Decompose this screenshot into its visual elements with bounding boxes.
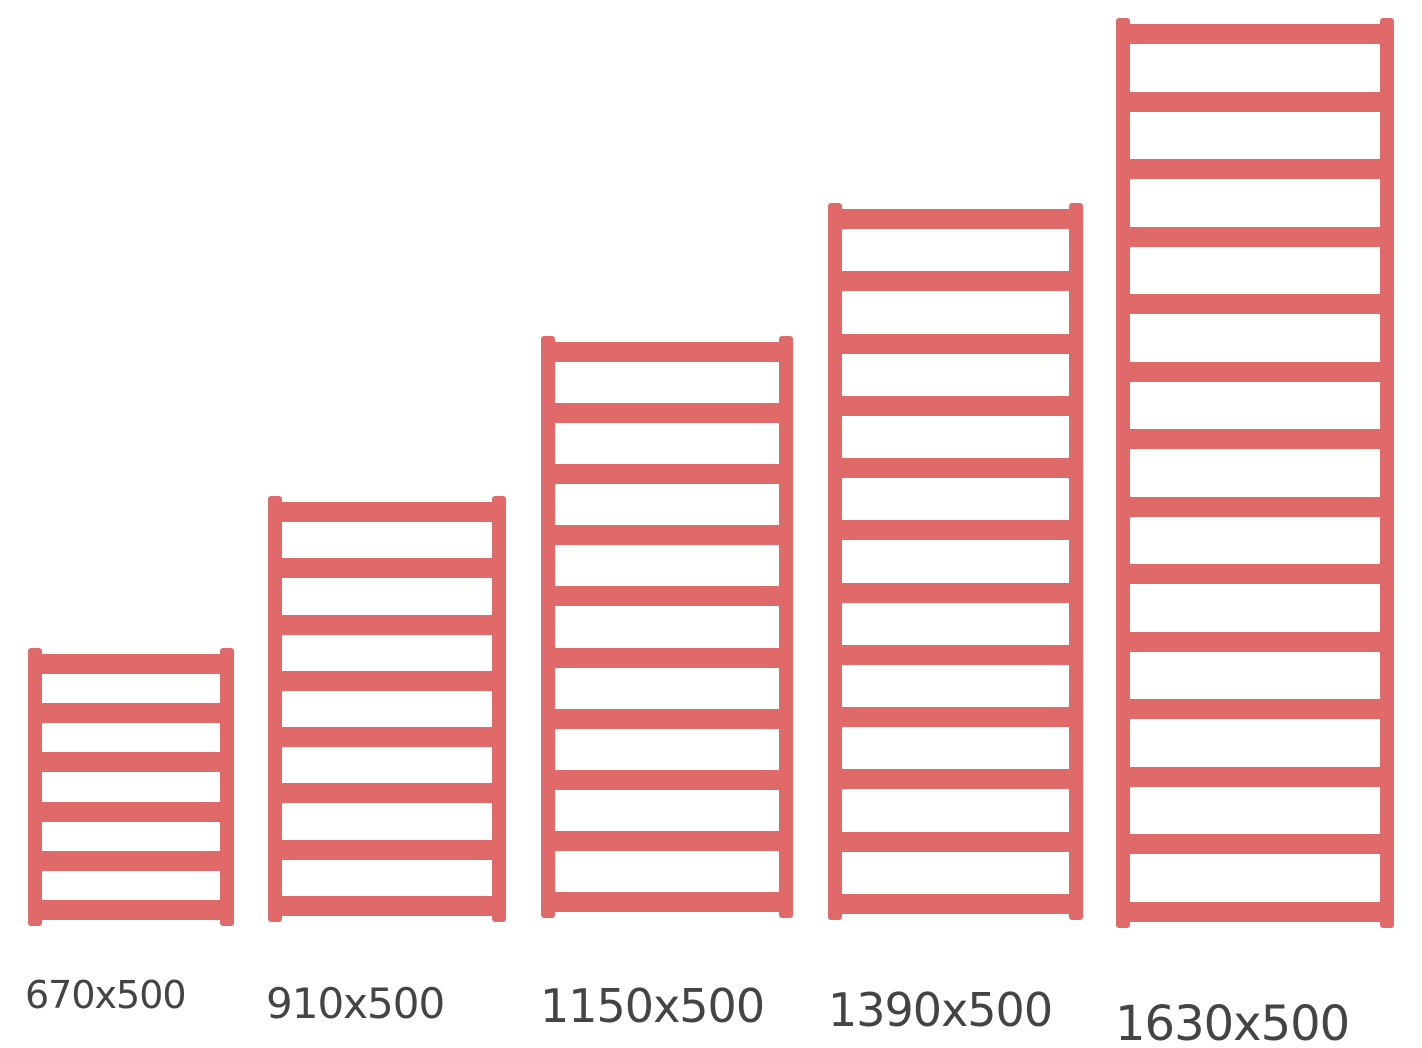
radiator-left-rail bbox=[828, 203, 842, 920]
radiator-bar bbox=[830, 769, 1081, 789]
size-label-1390x500: 1390x500 bbox=[828, 983, 1052, 1037]
radiator-bar bbox=[1118, 902, 1392, 922]
radiator-bar bbox=[1118, 632, 1392, 652]
radiator-bar bbox=[1118, 24, 1392, 44]
radiator-bar bbox=[1118, 497, 1392, 517]
radiator-bar bbox=[543, 648, 791, 668]
radiator-right-rail bbox=[1380, 18, 1394, 928]
radiator-bar bbox=[270, 727, 504, 747]
radiator-bar bbox=[1118, 227, 1392, 247]
radiator-bar bbox=[270, 671, 504, 691]
radiator-bar bbox=[30, 900, 232, 920]
radiator-left-rail bbox=[1116, 18, 1130, 928]
radiator-bar bbox=[270, 783, 504, 803]
radiator-910x500 bbox=[268, 496, 506, 922]
radiator-bar bbox=[1118, 767, 1392, 787]
radiator-right-rail bbox=[220, 648, 234, 926]
radiator-bar bbox=[30, 703, 232, 723]
size-label-1150x500: 1150x500 bbox=[540, 979, 764, 1033]
size-label-670x500: 670x500 bbox=[25, 973, 186, 1017]
radiator-bar bbox=[830, 209, 1081, 229]
radiator-bar bbox=[30, 654, 232, 674]
radiator-bar bbox=[270, 615, 504, 635]
radiator-group bbox=[28, 18, 1394, 928]
radiator-bar bbox=[30, 802, 232, 822]
radiator-1630x500 bbox=[1116, 18, 1394, 928]
radiator-bar bbox=[1118, 294, 1392, 314]
radiator-bar bbox=[543, 831, 791, 851]
radiator-bar bbox=[270, 840, 504, 860]
radiator-bar bbox=[270, 896, 504, 916]
radiator-bar bbox=[543, 342, 791, 362]
radiator-670x500 bbox=[28, 648, 234, 926]
radiator-bar bbox=[830, 520, 1081, 540]
radiator-bar bbox=[1118, 699, 1392, 719]
radiator-bar bbox=[30, 851, 232, 871]
radiator-bar bbox=[830, 645, 1081, 665]
radiator-bar bbox=[270, 502, 504, 522]
radiator-bar bbox=[543, 464, 791, 484]
radiator-bar bbox=[1118, 362, 1392, 382]
radiator-bar bbox=[543, 709, 791, 729]
radiator-bar bbox=[543, 403, 791, 423]
radiator-bar bbox=[1118, 564, 1392, 584]
radiator-bar bbox=[30, 752, 232, 772]
radiator-right-rail bbox=[779, 336, 793, 918]
radiator-left-rail bbox=[541, 336, 555, 918]
radiator-right-rail bbox=[492, 496, 506, 922]
radiator-bar bbox=[543, 586, 791, 606]
radiator-bar bbox=[543, 892, 791, 912]
radiator-bar bbox=[830, 707, 1081, 727]
radiator-bar bbox=[1118, 429, 1392, 449]
radiator-bar bbox=[543, 770, 791, 790]
radiator-bar bbox=[830, 458, 1081, 478]
size-label-910x500: 910x500 bbox=[266, 979, 444, 1028]
radiator-bar bbox=[1118, 92, 1392, 112]
radiator-bar bbox=[1118, 159, 1392, 179]
radiator-bar bbox=[830, 583, 1081, 603]
radiator-bar bbox=[830, 396, 1081, 416]
size-label-1630x500: 1630x500 bbox=[1115, 996, 1349, 1048]
radiator-bar bbox=[270, 558, 504, 578]
radiator-bar bbox=[830, 334, 1081, 354]
radiator-1150x500 bbox=[541, 336, 793, 918]
radiator-1390x500 bbox=[828, 203, 1083, 920]
radiator-right-rail bbox=[1069, 203, 1083, 920]
radiator-bar bbox=[830, 832, 1081, 852]
radiator-bar bbox=[830, 894, 1081, 914]
radiator-bar bbox=[1118, 834, 1392, 854]
radiator-left-rail bbox=[268, 496, 282, 922]
radiator-bar bbox=[543, 525, 791, 545]
radiator-left-rail bbox=[28, 648, 42, 926]
radiator-bar bbox=[830, 271, 1081, 291]
